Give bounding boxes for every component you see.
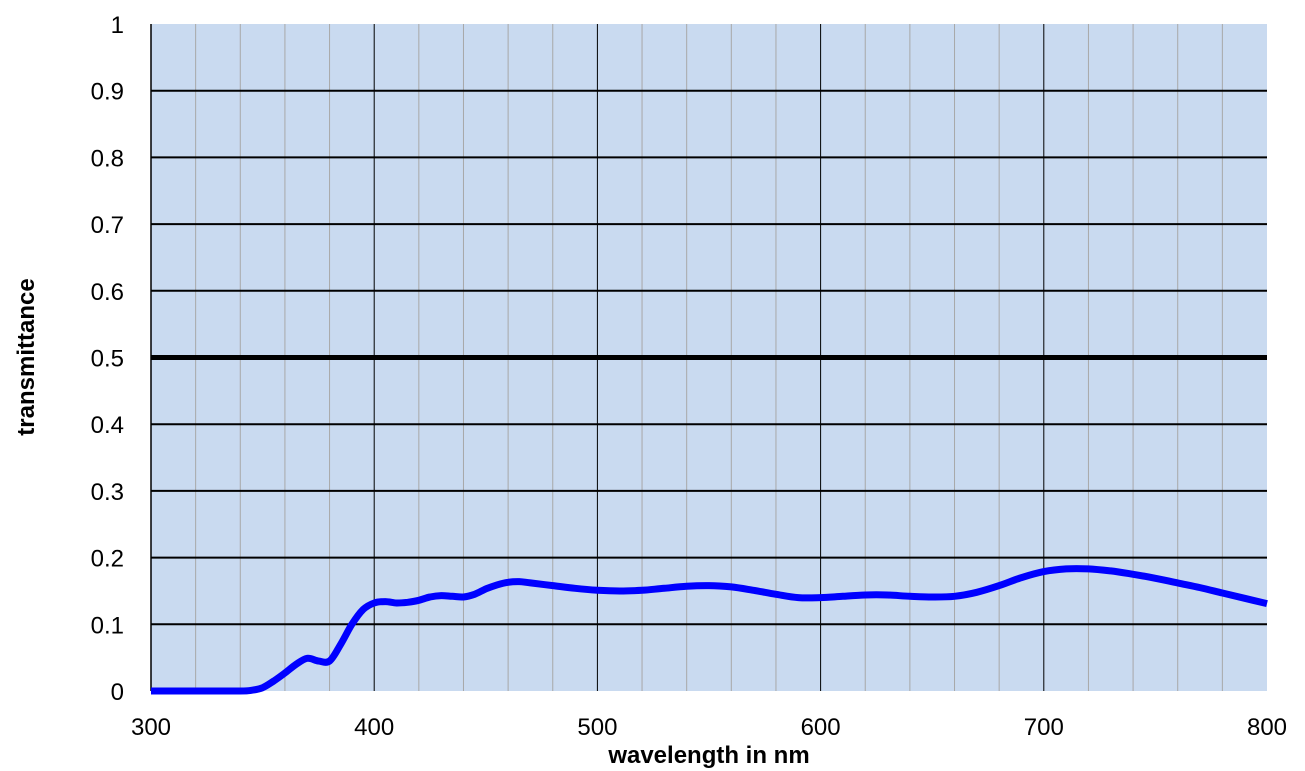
y-tick-label: 0.2 (91, 546, 124, 573)
y-tick-label: 0.5 (91, 346, 124, 373)
series-line (151, 565, 1268, 695)
y-tick-label: 0.7 (91, 212, 124, 239)
y-tick-labels: 0 0.1 0.2 0.3 0.4 0.5 0.6 0.7 0.8 0.9 1 (91, 12, 124, 706)
y-tick-label: 0.8 (91, 145, 124, 172)
y-tick-label: 0.1 (91, 612, 124, 639)
y-tick-label: 0.4 (91, 412, 124, 439)
y-axis-title: transmittance (13, 278, 40, 435)
x-axis-title: wavelength in nm (607, 742, 809, 769)
x-tick-label: 800 (1247, 714, 1287, 741)
y-tick-label: 1 (111, 12, 124, 39)
x-tick-label: 700 (1024, 714, 1064, 741)
x-tick-label: 500 (577, 714, 617, 741)
x-tick-label: 400 (354, 714, 394, 741)
x-tick-labels: 300 400 500 600 700 800 (131, 714, 1287, 741)
x-tick-label: 300 (131, 714, 171, 741)
y-tick-label: 0.3 (91, 479, 124, 506)
major-gridlines (150, 24, 1267, 691)
x-tick-label: 600 (801, 714, 841, 741)
series-layer (151, 565, 1268, 695)
y-tick-label: 0.9 (91, 79, 124, 106)
y-tick-label: 0.6 (91, 279, 124, 306)
y-tick-label: 0 (111, 679, 124, 706)
